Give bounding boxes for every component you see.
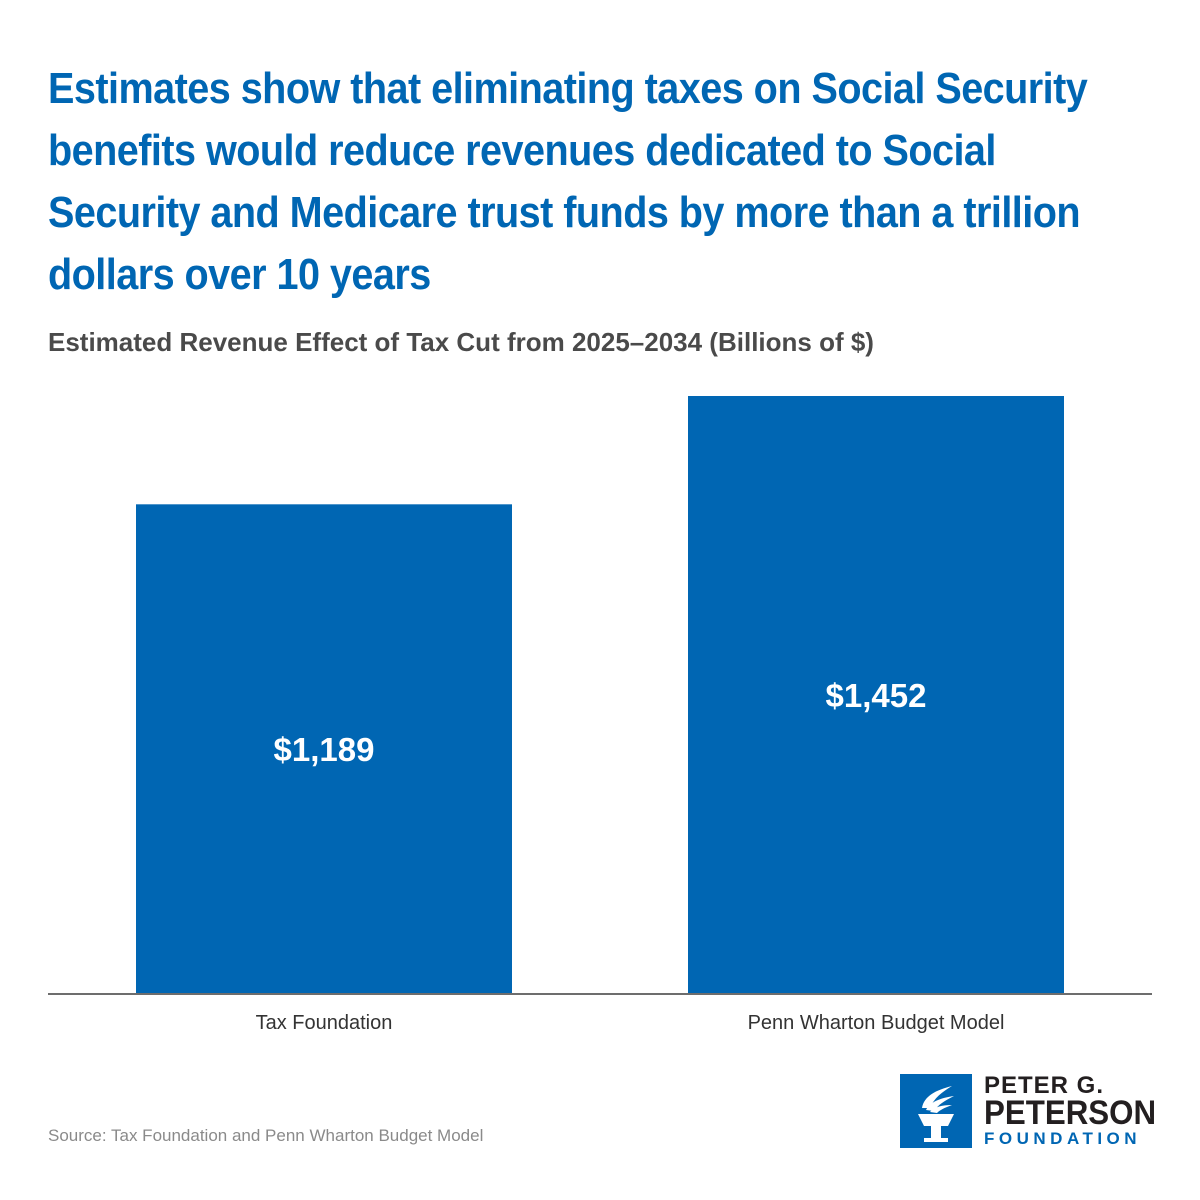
data-label-0: $1,189 [274,731,375,768]
data-label-1: $1,452 [826,677,927,714]
headline: Estimates show that eliminating taxes on… [48,64,1088,299]
logo-text-line2: PETERSON [984,1094,1157,1132]
category-label-0: Tax Foundation [256,1012,393,1034]
logo-text-line1: PETER G. [984,1072,1105,1099]
chart-title: Estimated Revenue Effect of Tax Cut from… [48,327,874,357]
bar-1 [688,396,1064,994]
bar-0 [136,504,512,994]
peterson-foundation-logo: PETER G. PETERSON FOUNDATION [900,1072,1157,1148]
torch-icon [900,1074,972,1148]
source-note: Source: Tax Foundation and Penn Wharton … [48,1126,484,1145]
logo-text-line3: FOUNDATION [984,1129,1142,1148]
category-label-1: Penn Wharton Budget Model [748,1012,1005,1034]
